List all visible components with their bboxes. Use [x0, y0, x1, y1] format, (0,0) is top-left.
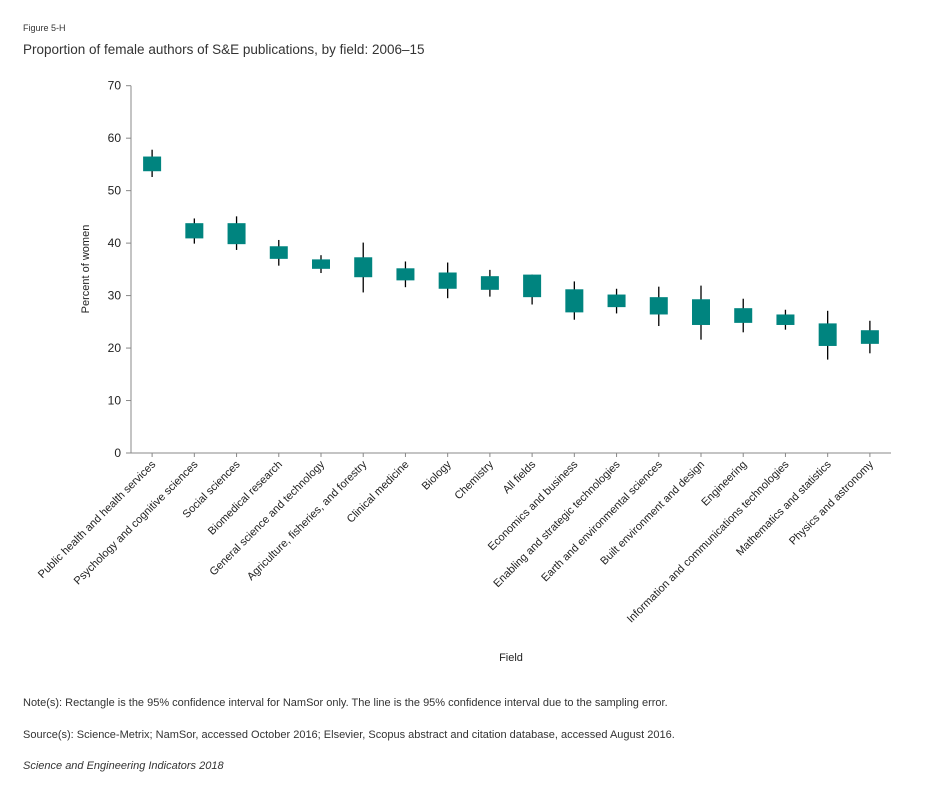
source-text: Source(s): Science-Metrix; NamSor, acces…: [23, 729, 675, 741]
chart-title: Proportion of female authors of S&E publ…: [23, 42, 425, 57]
candlestick: [269, 239, 288, 266]
namsor-ci-box: [227, 223, 246, 245]
x-tick-label: Biomedical research: [206, 459, 285, 538]
candlestick: [818, 310, 837, 360]
y-ticks: 0 10 20 30 40 50 60 70: [108, 79, 131, 460]
namsor-ci-box: [734, 308, 753, 323]
namsor-ci-box: [438, 272, 457, 289]
namsor-ci-box: [649, 297, 668, 315]
candlesticks: [143, 149, 879, 360]
namsor-ci-box: [692, 299, 710, 325]
publication-text: Science and Engineering Indicators 2018: [23, 760, 224, 772]
candlestick: [312, 255, 330, 274]
figure-label: Figure 5-H: [23, 23, 66, 33]
candlestick: [776, 309, 795, 330]
namsor-ci-box: [143, 156, 162, 172]
x-tick-label: Biology: [420, 458, 454, 492]
x-tick-label: Physics and astronomy: [787, 458, 876, 547]
y-tick-label: 30: [108, 289, 122, 303]
namsor-ci-box: [565, 289, 584, 313]
x-tick-label: Information and communications technolog…: [625, 458, 792, 625]
y-axis-title: Percent of women: [80, 225, 92, 314]
namsor-ci-box: [480, 276, 499, 290]
namsor-ci-box: [607, 294, 626, 308]
candlestick: [734, 298, 753, 333]
x-tick-label: All fields: [501, 458, 539, 496]
y-tick-label: 50: [108, 184, 122, 198]
y-tick-label: 20: [108, 341, 122, 355]
y-tick-label: 40: [108, 236, 122, 250]
namsor-ci-box: [269, 246, 288, 259]
namsor-ci-box: [523, 274, 542, 298]
candlestick: [860, 320, 879, 354]
namsor-ci-box: [776, 314, 795, 325]
y-tick-label: 60: [108, 131, 122, 145]
namsor-ci-box: [396, 268, 415, 281]
y-tick-label: 10: [108, 394, 122, 408]
namsor-ci-box: [312, 259, 330, 269]
candlestick: [523, 274, 542, 305]
candlestick: [227, 216, 246, 250]
x-ticks: Public health and health servicesPsychol…: [36, 453, 876, 625]
x-tick-label: Chemistry: [453, 458, 497, 502]
candlestick: [692, 285, 710, 340]
candlestick: [438, 262, 457, 299]
namsor-ci-box: [185, 223, 204, 239]
candlestick: [354, 242, 373, 293]
candlestick: [396, 261, 415, 288]
y-tick-label: 0: [114, 446, 121, 460]
namsor-ci-box: [354, 257, 373, 278]
candlestick: [565, 281, 584, 320]
y-tick-label: 70: [108, 79, 122, 93]
namsor-ci-box: [860, 330, 879, 344]
namsor-ci-box: [818, 323, 837, 346]
candlestick: [143, 149, 162, 178]
x-axis-title: Field: [499, 652, 523, 664]
candlestick: [185, 218, 204, 244]
candlestick: [649, 286, 668, 327]
candlestick: [480, 269, 499, 297]
note-text: Note(s): Rectangle is the 95% confidence…: [23, 697, 668, 709]
axes: [130, 85, 891, 454]
candlestick: [607, 288, 626, 314]
